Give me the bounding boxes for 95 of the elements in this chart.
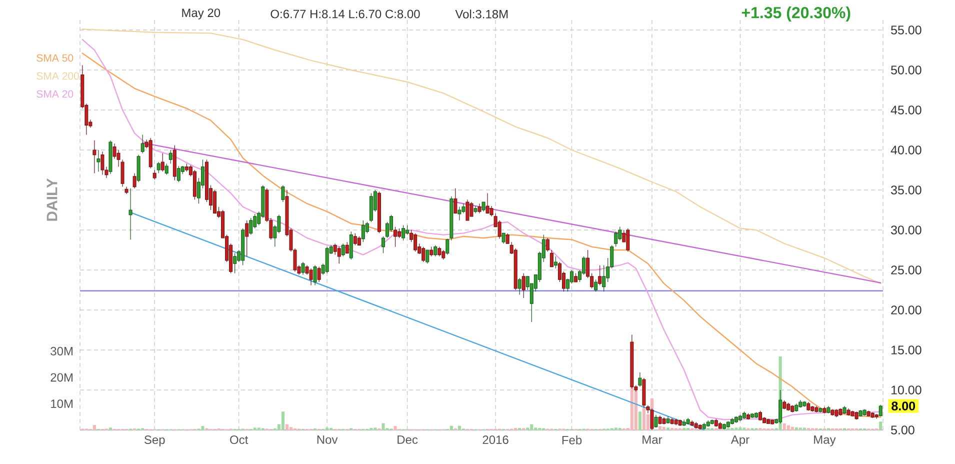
- candlestick: [313, 264, 317, 286]
- y-tick-label: 20.00: [891, 306, 922, 314]
- bar: [879, 422, 882, 430]
- candlestick: [838, 408, 842, 416]
- y-tick-label: 35.00: [891, 186, 922, 194]
- candlestick: [309, 268, 313, 286]
- candlestick: [112, 143, 116, 160]
- y2-tick-label: 10M: [51, 399, 72, 408]
- x-tick-label: Sep: [144, 436, 165, 446]
- candlestick: [638, 372, 642, 388]
- candlestick: [498, 220, 502, 240]
- bar: [638, 412, 642, 430]
- text: SMA 20: [36, 90, 74, 98]
- x-tick-label: 2016: [482, 436, 508, 444]
- bar: [794, 427, 798, 430]
- candlestick: [842, 406, 846, 414]
- candlestick: [317, 266, 321, 282]
- text: SMA 200: [36, 72, 79, 80]
- candlestick: [474, 206, 478, 214]
- bar: [738, 427, 742, 430]
- candlestick: [682, 419, 686, 426]
- text: May 20: [182, 8, 220, 20]
- y-tick-label: 40.00: [890, 146, 922, 154]
- bar: [530, 424, 534, 430]
- candlestick: [686, 418, 690, 425]
- bar: [658, 426, 662, 430]
- bar: [281, 412, 284, 430]
- candlestick: [124, 186, 128, 194]
- candlestick: [854, 411, 858, 420]
- candlestick: [678, 419, 682, 426]
- x-tick-label: Mar: [642, 436, 662, 444]
- candlestick: [830, 408, 834, 416]
- text: Vol:3.18M: [455, 10, 508, 18]
- bar: [201, 426, 204, 430]
- x-tick-label: May: [814, 436, 836, 446]
- candlestick: [642, 378, 646, 408]
- candlestick: [462, 203, 466, 214]
- bar: [662, 426, 666, 430]
- line-series: [82, 28, 882, 284]
- candlestick: [96, 150, 100, 172]
- bar: [642, 408, 646, 430]
- candlestick: [490, 206, 494, 217]
- candlestick: [132, 172, 136, 189]
- bar: [92, 425, 96, 430]
- candlestick: [458, 206, 462, 221]
- y-tick-label: 10.00: [891, 386, 922, 394]
- x-tick-label: Oct: [230, 436, 248, 444]
- candlestick: [301, 262, 305, 276]
- y-tick-label: 15.00: [891, 346, 922, 354]
- x-tick-label: Dec: [398, 436, 418, 444]
- text: DAILY: [46, 178, 58, 221]
- candlestick: [478, 203, 482, 214]
- x-tick-label: Apr: [730, 436, 750, 446]
- candlestick: [670, 418, 674, 425]
- candlestick: [658, 415, 662, 425]
- candlestick: [818, 407, 822, 413]
- candlestick: [666, 416, 670, 424]
- y-tick-label: 30.00: [891, 226, 922, 234]
- candlestick: [826, 406, 830, 414]
- candlestick: [281, 184, 285, 202]
- bar: [790, 426, 794, 430]
- y-tick-label: 50.00: [891, 66, 922, 74]
- bar: [450, 426, 453, 430]
- y-tick-label: 45.00: [890, 106, 922, 114]
- text: 8.00: [892, 402, 916, 410]
- y-tick-label: 55.00: [891, 26, 922, 34]
- text: O:6.77 H:8.14 L:6.70 C:8.00: [270, 10, 420, 18]
- bar: [394, 426, 397, 430]
- candlestick: [136, 154, 140, 182]
- candlestick: [100, 151, 104, 176]
- x-tick-label: Feb: [562, 436, 582, 444]
- y2-tick-label: 20M: [50, 373, 72, 382]
- candlestick: [92, 140, 96, 174]
- bar: [634, 390, 638, 430]
- candlestick: [862, 408, 866, 416]
- bar: [382, 423, 385, 430]
- candlestick: [846, 408, 850, 416]
- bar: [289, 427, 293, 430]
- candlestick: [822, 406, 826, 414]
- y-tick-label: 25.00: [891, 266, 922, 274]
- annotation: +1.35 (20.30%): [742, 6, 850, 22]
- y2-tick-label: 30M: [50, 346, 72, 356]
- candlestick: [654, 414, 658, 428]
- bar: [285, 424, 288, 430]
- candlestick: [662, 416, 666, 425]
- candlestick: [108, 140, 112, 174]
- x-tick-label: Nov: [317, 436, 338, 444]
- series-label: SMA 50: [36, 54, 74, 62]
- bar: [782, 423, 786, 430]
- candlestick: [140, 134, 144, 154]
- candlestick: [128, 188, 132, 240]
- y-tick-label: 5.00: [891, 426, 914, 434]
- bar: [786, 425, 790, 430]
- bar: [458, 426, 461, 430]
- candlestick: [814, 406, 818, 413]
